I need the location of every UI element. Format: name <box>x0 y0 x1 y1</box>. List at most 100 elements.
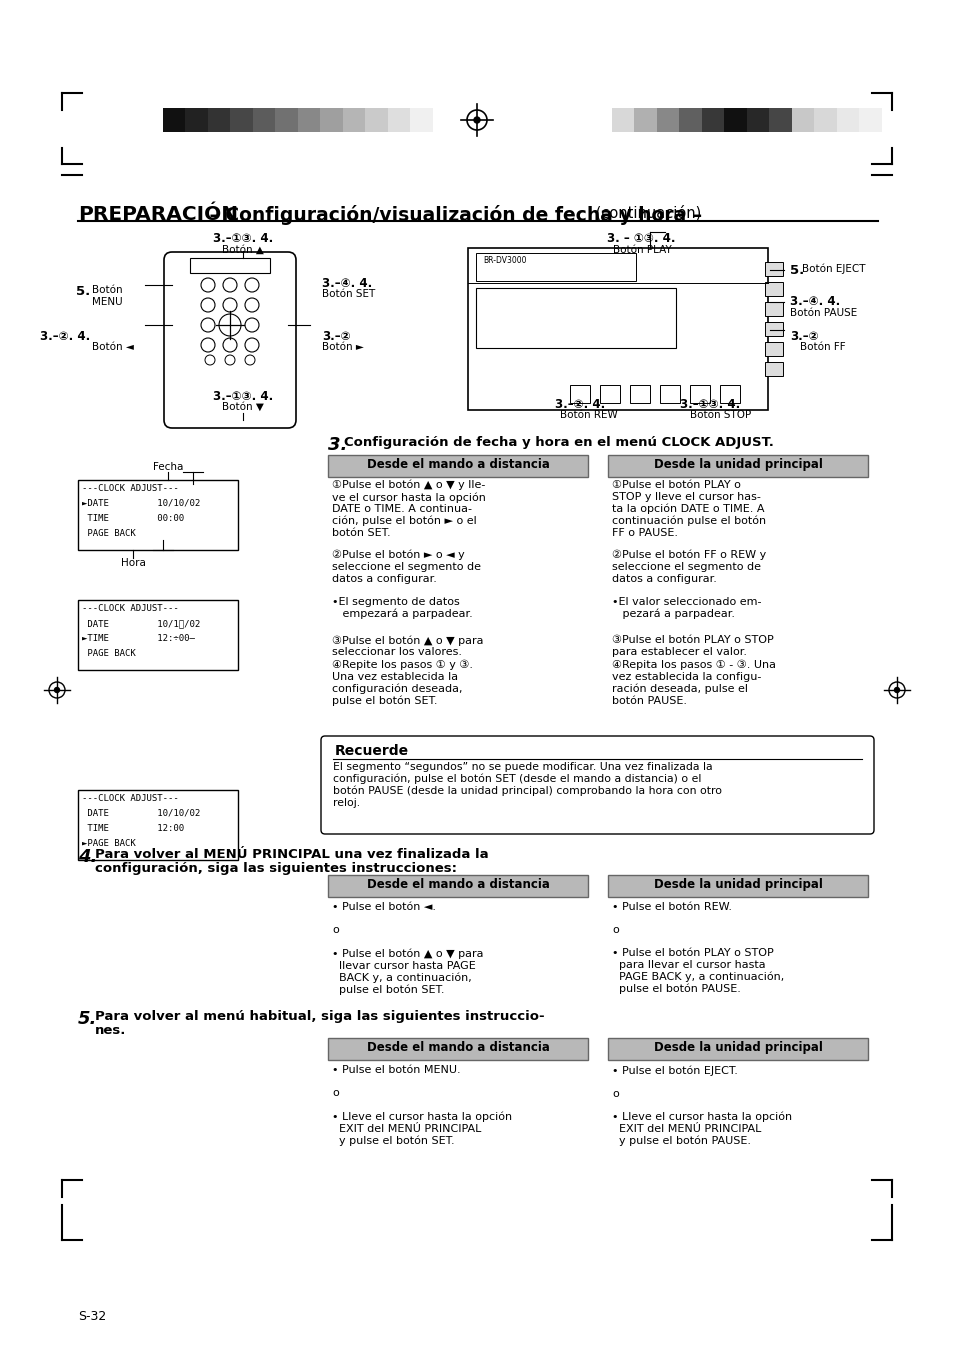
Text: ④Repite los pasos ① y ③.
Una vez establecida la
configuración deseada,
pulse el : ④Repite los pasos ① y ③. Una vez estable… <box>332 661 473 707</box>
Text: Botón SET: Botón SET <box>322 289 375 299</box>
Text: nes.: nes. <box>95 1024 126 1038</box>
Bar <box>701 108 724 132</box>
Text: Para volver al MENÚ PRINCIPAL una vez finalizada la: Para volver al MENÚ PRINCIPAL una vez fi… <box>95 848 488 861</box>
Text: El segmento “segundos” no se puede modificar. Una vez finalizada la
configuració: El segmento “segundos” no se puede modif… <box>333 762 721 808</box>
Text: Botón ►: Botón ► <box>322 342 363 353</box>
Text: ①Pulse el botón ▲ o ▼ y lle-
ve el cursor hasta la opción
DATE o TIME. A continu: ①Pulse el botón ▲ o ▼ y lle- ve el curso… <box>332 480 485 538</box>
Text: PAGE BACK: PAGE BACK <box>82 648 135 658</box>
Text: configuración, siga las siguientes instrucciones:: configuración, siga las siguientes instr… <box>95 862 456 875</box>
Bar <box>320 108 343 132</box>
Text: PAGE BACK: PAGE BACK <box>82 530 135 538</box>
Bar <box>185 108 209 132</box>
Text: TIME         00:00: TIME 00:00 <box>82 513 184 523</box>
Text: Desde el mando a distancia: Desde el mando a distancia <box>366 1042 549 1054</box>
Bar <box>634 108 657 132</box>
Text: BR-DV3000: BR-DV3000 <box>482 255 526 265</box>
Text: 3. – ①③. 4.: 3. – ①③. 4. <box>606 232 675 245</box>
Text: DATE         10/10/02: DATE 10/10/02 <box>82 809 200 817</box>
Text: Botón PAUSE: Botón PAUSE <box>789 308 857 317</box>
Text: Botón FF: Botón FF <box>800 342 844 353</box>
Bar <box>365 108 388 132</box>
Text: • Pulse el botón REW.

o

• Pulse el botón PLAY o STOP
  para llevar el cursor h: • Pulse el botón REW. o • Pulse el botón… <box>612 902 783 994</box>
Text: 3.–①③. 4.: 3.–①③. 4. <box>213 232 273 245</box>
Bar <box>388 108 411 132</box>
Text: MENU: MENU <box>91 297 123 307</box>
Text: ③Pulse el botón ▲ o ▼ para
seleccionar los valores.: ③Pulse el botón ▲ o ▼ para seleccionar l… <box>332 635 483 657</box>
Bar <box>599 385 619 403</box>
Bar <box>343 108 366 132</box>
Text: TIME         12:00: TIME 12:00 <box>82 824 184 834</box>
Bar <box>764 282 782 296</box>
Bar <box>764 322 782 336</box>
Text: Desde el mando a distancia: Desde el mando a distancia <box>366 878 549 892</box>
Text: 3.–②: 3.–② <box>322 330 351 343</box>
Text: DATE         10/1⁄/02: DATE 10/1⁄/02 <box>82 619 200 628</box>
Bar <box>859 108 882 132</box>
Bar <box>679 108 701 132</box>
Text: ④Repita los pasos ① - ③. Una
vez establecida la configu-
ración deseada, pulse e: ④Repita los pasos ① - ③. Una vez estable… <box>612 661 775 705</box>
Text: ③Pulse el botón PLAY o STOP
para establecer el valor.: ③Pulse el botón PLAY o STOP para estable… <box>612 635 773 657</box>
Text: Fecha: Fecha <box>152 462 183 471</box>
Circle shape <box>474 118 479 123</box>
Bar <box>468 249 767 409</box>
Text: ►TIME         12:÷00‒: ►TIME 12:÷00‒ <box>82 634 194 643</box>
Text: Hora: Hora <box>120 558 145 567</box>
Text: ②Pulse el botón FF o REW y
seleccione el segmento de
datos a configurar.

•El va: ②Pulse el botón FF o REW y seleccione el… <box>612 550 765 619</box>
Text: Botón ▲: Botón ▲ <box>222 245 264 255</box>
Bar <box>629 385 649 403</box>
Bar <box>764 303 782 316</box>
Text: 3.–④. 4.: 3.–④. 4. <box>322 277 372 290</box>
Text: Desde el mando a distancia: Desde el mando a distancia <box>366 458 549 471</box>
Text: – Configuración/visualización de fecha y hora –: – Configuración/visualización de fecha y… <box>203 205 701 226</box>
Bar <box>476 288 676 349</box>
Text: 3.–②: 3.–② <box>789 330 818 343</box>
Text: 3.–②. 4.: 3.–②. 4. <box>40 330 90 343</box>
Text: 5.: 5. <box>75 285 90 299</box>
Bar <box>78 480 237 550</box>
Text: Botón ▼: Botón ▼ <box>222 403 264 412</box>
Bar <box>659 385 679 403</box>
Bar <box>328 875 587 897</box>
Text: ②Pulse el botón ► o ◄ y
seleccione el segmento de
datos a configurar.

•El segme: ②Pulse el botón ► o ◄ y seleccione el se… <box>332 550 480 619</box>
Bar <box>764 342 782 357</box>
Circle shape <box>894 688 899 693</box>
Bar <box>231 108 253 132</box>
Bar <box>723 108 747 132</box>
Text: Desde la unidad principal: Desde la unidad principal <box>653 1042 821 1054</box>
Text: Configuración de fecha y hora en el menú CLOCK ADJUST.: Configuración de fecha y hora en el menú… <box>344 436 773 449</box>
Bar <box>814 108 837 132</box>
Circle shape <box>54 688 59 693</box>
Bar <box>607 455 867 477</box>
Bar <box>190 258 270 273</box>
Bar <box>78 600 237 670</box>
Text: Recuerde: Recuerde <box>335 744 409 758</box>
Bar <box>764 262 782 276</box>
Text: Desde la unidad principal: Desde la unidad principal <box>653 458 821 471</box>
Text: ►DATE         10/10/02: ►DATE 10/10/02 <box>82 499 200 508</box>
Text: Para volver al menú habitual, siga las siguientes instruccio-: Para volver al menú habitual, siga las s… <box>95 1011 544 1023</box>
Bar <box>297 108 320 132</box>
Bar <box>78 790 237 861</box>
Bar <box>607 1038 867 1061</box>
Text: 3.: 3. <box>328 436 347 454</box>
Text: (continuación): (continuación) <box>590 205 700 220</box>
Bar <box>607 875 867 897</box>
Bar <box>746 108 769 132</box>
Bar <box>689 385 709 403</box>
Bar <box>275 108 298 132</box>
Bar <box>328 455 587 477</box>
Bar <box>569 385 589 403</box>
Text: • Pulse el botón EJECT.

o

• Lleve el cursor hasta la opción
  EXIT del MENÚ PR: • Pulse el botón EJECT. o • Lleve el cur… <box>612 1065 791 1146</box>
Text: Desde la unidad principal: Desde la unidad principal <box>653 878 821 892</box>
Text: 3.–④. 4.: 3.–④. 4. <box>789 295 840 308</box>
Text: Botón REW: Botón REW <box>559 409 618 420</box>
Bar <box>764 362 782 376</box>
Bar <box>476 253 636 281</box>
Text: 3.–①③. 4.: 3.–①③. 4. <box>213 390 273 403</box>
Bar <box>253 108 275 132</box>
Text: • Pulse el botón MENU.

o

• Lleve el cursor hasta la opción
  EXIT del MENÚ PRI: • Pulse el botón MENU. o • Lleve el curs… <box>332 1065 512 1146</box>
Text: Botón EJECT: Botón EJECT <box>801 263 864 274</box>
Text: 5.: 5. <box>789 263 803 277</box>
Text: Botón PLAY: Botón PLAY <box>613 245 671 255</box>
Text: ①Pulse el botón PLAY o
STOP y lleve el cursor has-
ta la opción DATE o TIME. A
c: ①Pulse el botón PLAY o STOP y lleve el c… <box>612 480 765 538</box>
